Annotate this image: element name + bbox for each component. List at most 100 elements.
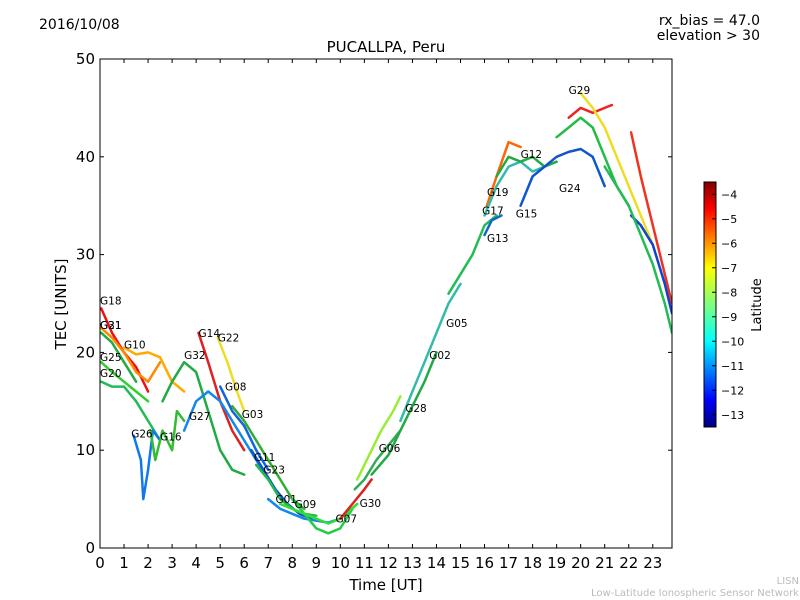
colorbar-tick-label: −4 <box>721 188 737 201</box>
satellite-label-g27: G27 <box>189 411 211 423</box>
colorbar-tick-label: −5 <box>721 213 737 226</box>
series-line-g29c <box>579 91 655 247</box>
satellite-label-g12: G12 <box>521 149 543 161</box>
colorbar-tick-label: −11 <box>721 360 744 373</box>
series-line-g19 <box>485 140 522 207</box>
series-line-g32 <box>161 360 246 476</box>
x-tick-label: 7 <box>263 554 273 572</box>
satellite-label-g14: G14 <box>199 328 221 340</box>
series-line-g17 <box>447 214 498 295</box>
chart-title: PUCALLPA, Peru <box>327 38 446 56</box>
satellite-label-g24: G24 <box>559 183 581 195</box>
satellite-label-g19: G19 <box>487 187 509 199</box>
series-line-g22b <box>629 131 672 305</box>
series-line-g15 <box>483 160 546 217</box>
date-label: 2016/10/08 <box>39 17 120 33</box>
satellite-label-g02: G02 <box>429 350 451 362</box>
series-line-g30 <box>339 478 373 520</box>
series-line-g29 <box>567 103 614 119</box>
satellite-label-g13: G13 <box>487 233 509 245</box>
series-line-g13 <box>483 214 503 237</box>
y-tick-label: 50 <box>76 50 95 68</box>
series-line-g22 <box>216 336 246 413</box>
x-tick-label: 18 <box>523 554 542 572</box>
satellite-label-g25: G25 <box>100 352 122 364</box>
satellite-label-g07: G07 <box>336 514 358 526</box>
satellite-label-g20: G20 <box>100 368 122 380</box>
satellite-label-g16: G16 <box>160 431 182 443</box>
y-tick-label: 30 <box>76 246 95 264</box>
x-tick-label: 20 <box>571 554 590 572</box>
satellite-label-g11: G11 <box>254 452 276 464</box>
x-tick-label: 2 <box>143 554 153 572</box>
x-tick-label: 22 <box>619 554 638 572</box>
x-tick-label: 1 <box>119 554 129 572</box>
series-line-g16 <box>149 409 186 462</box>
satellite-label-g05: G05 <box>446 318 468 330</box>
x-tick-label: 21 <box>595 554 614 572</box>
colorbar-tick-label: −12 <box>721 384 744 397</box>
series-line-g27 <box>182 390 270 481</box>
satellite-label-g22: G22 <box>218 333 240 345</box>
colorbar-label: Latitude <box>750 278 765 332</box>
colorbar-tick-label: −13 <box>721 409 744 422</box>
satellite-label-g01: G01 <box>275 494 297 506</box>
series-line-g06 <box>353 429 402 491</box>
satellite-label-g26: G26 <box>131 428 153 440</box>
colorbar-tick-label: −8 <box>721 286 737 299</box>
satellite-label-g31: G31 <box>100 320 122 332</box>
satellite-label-g28: G28 <box>405 403 427 415</box>
satellite-label-g32: G32 <box>184 350 206 362</box>
colorbar-tick-label: −9 <box>721 311 737 324</box>
series-line-g10 <box>122 346 186 393</box>
series-line-g25 <box>100 360 150 403</box>
colorbar-tick-label: −6 <box>721 237 737 250</box>
series-line-g09 <box>291 497 354 535</box>
satellite-label-g30: G30 <box>360 498 382 510</box>
plot-frame <box>99 58 673 549</box>
x-tick-label: 23 <box>643 554 662 572</box>
x-tick-label: 10 <box>331 554 350 572</box>
satellite-label-g08: G08 <box>225 382 247 394</box>
x-axis-label: Time [UT] <box>348 576 422 594</box>
x-tick-label: 11 <box>355 554 374 572</box>
series-line-g11 <box>250 448 313 520</box>
satellite-label-g06: G06 <box>379 443 401 455</box>
rx-bias-label: rx_bias = 47.0 <box>658 13 760 29</box>
series-line-g08 <box>218 385 270 472</box>
x-tick-label: 5 <box>215 554 225 572</box>
footer-network: Low-Latitude Ionospheric Sensor Network <box>591 588 799 599</box>
y-tick-label: 20 <box>76 343 95 361</box>
satellite-label-g21: G21 <box>100 320 122 332</box>
x-tick-label: 16 <box>475 554 494 572</box>
series-line-g26 <box>132 429 162 501</box>
x-tick-label: 4 <box>191 554 201 572</box>
satellite-label-g18: G18 <box>100 295 122 307</box>
satellite-label-g17: G17 <box>482 206 504 218</box>
series-line-g31 <box>100 326 162 383</box>
satellite-label-g09: G09 <box>295 499 317 511</box>
series-line-g21b <box>629 214 672 315</box>
y-tick-label: 0 <box>85 539 95 557</box>
x-tick-label: 13 <box>403 554 422 572</box>
series-line-g18b <box>603 165 672 335</box>
x-tick-label: 6 <box>239 554 249 572</box>
x-tick-label: 8 <box>287 554 297 572</box>
y-tick-label: 10 <box>76 441 95 459</box>
elevation-label: elevation > 30 <box>656 28 760 44</box>
series-line-g05 <box>399 282 462 423</box>
series-line-g20 <box>100 380 162 442</box>
x-tick-label: 19 <box>547 554 566 572</box>
x-tick-label: 0 <box>95 554 105 572</box>
footer-lisn: LISN <box>776 576 799 587</box>
satellite-label-g03: G03 <box>242 409 264 421</box>
y-tick-label: 40 <box>76 148 95 166</box>
series-line-g02 <box>370 351 438 476</box>
x-tick-label: 17 <box>499 554 518 572</box>
x-tick-label: 14 <box>427 554 446 572</box>
series-line-g24 <box>519 147 606 207</box>
series-line-g21 <box>100 331 138 383</box>
x-tick-label: 15 <box>451 554 470 572</box>
x-tick-label: 3 <box>167 554 177 572</box>
